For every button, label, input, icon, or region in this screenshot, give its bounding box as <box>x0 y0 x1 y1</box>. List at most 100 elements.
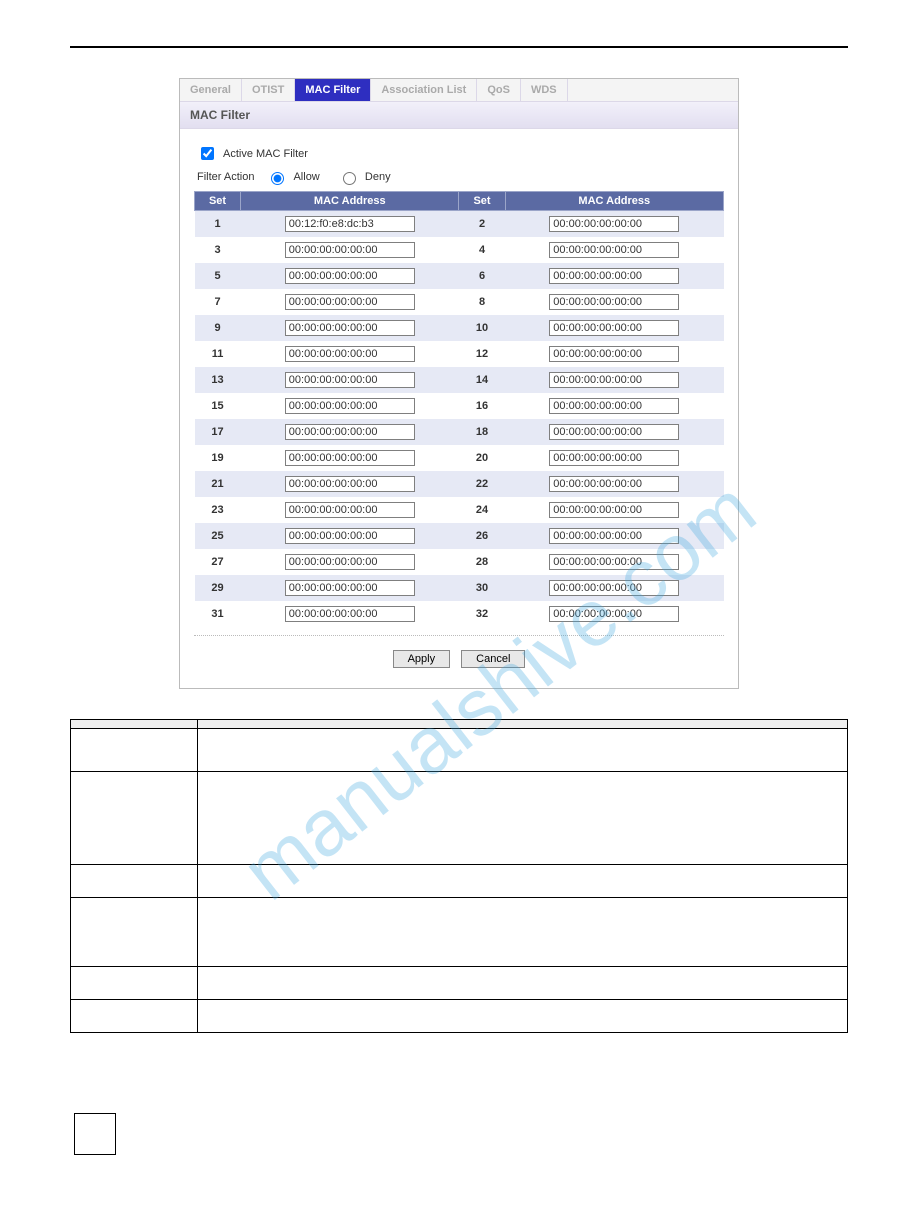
set-number-left: 7 <box>195 289 241 315</box>
set-number-right: 18 <box>459 419 505 445</box>
mac-cell-right <box>505 237 723 263</box>
mac-input[interactable] <box>285 450 415 466</box>
col-mac-left: MAC Address <box>241 192 459 211</box>
mac-input[interactable] <box>549 216 679 232</box>
mac-input[interactable] <box>549 320 679 336</box>
set-number-left: 21 <box>195 471 241 497</box>
table-row: 12 <box>195 211 724 238</box>
mac-input[interactable] <box>549 372 679 388</box>
mac-cell-right <box>505 211 723 238</box>
mac-input[interactable] <box>549 528 679 544</box>
mac-input[interactable] <box>285 528 415 544</box>
mac-cell-left <box>241 523 459 549</box>
set-number-left: 3 <box>195 237 241 263</box>
mac-input[interactable] <box>549 554 679 570</box>
mac-input[interactable] <box>549 502 679 518</box>
active-mac-filter-checkbox[interactable] <box>201 147 214 160</box>
tab-wds[interactable]: WDS <box>521 79 568 101</box>
mac-input[interactable] <box>285 372 415 388</box>
mac-input[interactable] <box>549 424 679 440</box>
mac-input[interactable] <box>549 346 679 362</box>
desc-th-desc <box>198 720 848 729</box>
filter-action-allow-radio[interactable] <box>271 172 284 185</box>
set-number-right: 10 <box>459 315 505 341</box>
set-number-left: 1 <box>195 211 241 238</box>
mac-input[interactable] <box>285 554 415 570</box>
mac-cell-left <box>241 367 459 393</box>
mac-cell-left <box>241 419 459 445</box>
mac-input[interactable] <box>549 606 679 622</box>
table-row: 1112 <box>195 341 724 367</box>
mac-input[interactable] <box>285 346 415 362</box>
mac-cell-right <box>505 315 723 341</box>
set-number-right: 16 <box>459 393 505 419</box>
app-window: GeneralOTISTMAC FilterAssociation ListQo… <box>179 78 739 689</box>
description-table <box>70 719 848 1033</box>
mac-cell-right <box>505 497 723 523</box>
table-row: 1920 <box>195 445 724 471</box>
mac-cell-right <box>505 341 723 367</box>
mac-cell-right <box>505 445 723 471</box>
mac-input[interactable] <box>285 294 415 310</box>
mac-cell-left <box>241 393 459 419</box>
desc-cell-5-val <box>198 967 848 1000</box>
cancel-button[interactable]: Cancel <box>461 650 525 668</box>
mac-input[interactable] <box>285 398 415 414</box>
filter-action-label: Filter Action <box>197 171 254 183</box>
mac-input[interactable] <box>549 476 679 492</box>
mac-input[interactable] <box>285 242 415 258</box>
mac-input[interactable] <box>285 216 415 232</box>
desc-cell-4-key <box>71 898 198 967</box>
mac-input[interactable] <box>549 580 679 596</box>
mac-input[interactable] <box>285 502 415 518</box>
desc-cell-6-val <box>198 1000 848 1033</box>
tab-mac-filter[interactable]: MAC Filter <box>295 79 371 101</box>
tab-bar: GeneralOTISTMAC FilterAssociation ListQo… <box>180 79 738 102</box>
table-row: 78 <box>195 289 724 315</box>
mac-input[interactable] <box>285 580 415 596</box>
mac-cell-right <box>505 549 723 575</box>
set-number-right: 26 <box>459 523 505 549</box>
mac-input[interactable] <box>549 398 679 414</box>
mac-input[interactable] <box>285 424 415 440</box>
table-row: 9 10 <box>195 315 724 341</box>
mac-cell-left <box>241 445 459 471</box>
mac-cell-right <box>505 523 723 549</box>
set-number-left: 11 <box>195 341 241 367</box>
set-number-right: 2 <box>459 211 505 238</box>
set-number-left: 25 <box>195 523 241 549</box>
desc-cell-6-key <box>71 1000 198 1033</box>
desc-cell-4-val <box>198 898 848 967</box>
set-number-left: 5 <box>195 263 241 289</box>
tab-qos[interactable]: QoS <box>477 79 521 101</box>
col-set-left: Set <box>195 192 241 211</box>
tab-otist[interactable]: OTIST <box>242 79 295 101</box>
tab-association-list[interactable]: Association List <box>371 79 477 101</box>
set-number-left: 17 <box>195 419 241 445</box>
apply-button[interactable]: Apply <box>393 650 451 668</box>
mac-cell-right <box>505 367 723 393</box>
desc-cell-2-key <box>71 772 198 865</box>
mac-input[interactable] <box>549 268 679 284</box>
set-number-right: 14 <box>459 367 505 393</box>
mac-input[interactable] <box>285 268 415 284</box>
mac-cell-left <box>241 601 459 627</box>
mac-input[interactable] <box>549 294 679 310</box>
mac-input[interactable] <box>549 242 679 258</box>
col-mac-right: MAC Address <box>505 192 723 211</box>
filter-action-deny-radio[interactable] <box>343 172 356 185</box>
filter-action-allow-label: Allow <box>293 171 319 183</box>
mac-input[interactable] <box>549 450 679 466</box>
tab-general[interactable]: General <box>180 79 242 101</box>
table-row: 1516 <box>195 393 724 419</box>
col-set-right: Set <box>459 192 505 211</box>
desc-th-label <box>71 720 198 729</box>
set-number-left: 9 <box>195 315 241 341</box>
mac-cell-left <box>241 497 459 523</box>
set-number-right: 28 <box>459 549 505 575</box>
mac-input[interactable] <box>285 606 415 622</box>
mac-cell-left <box>241 263 459 289</box>
set-number-left: 29 <box>195 575 241 601</box>
mac-input[interactable] <box>285 320 415 336</box>
mac-input[interactable] <box>285 476 415 492</box>
